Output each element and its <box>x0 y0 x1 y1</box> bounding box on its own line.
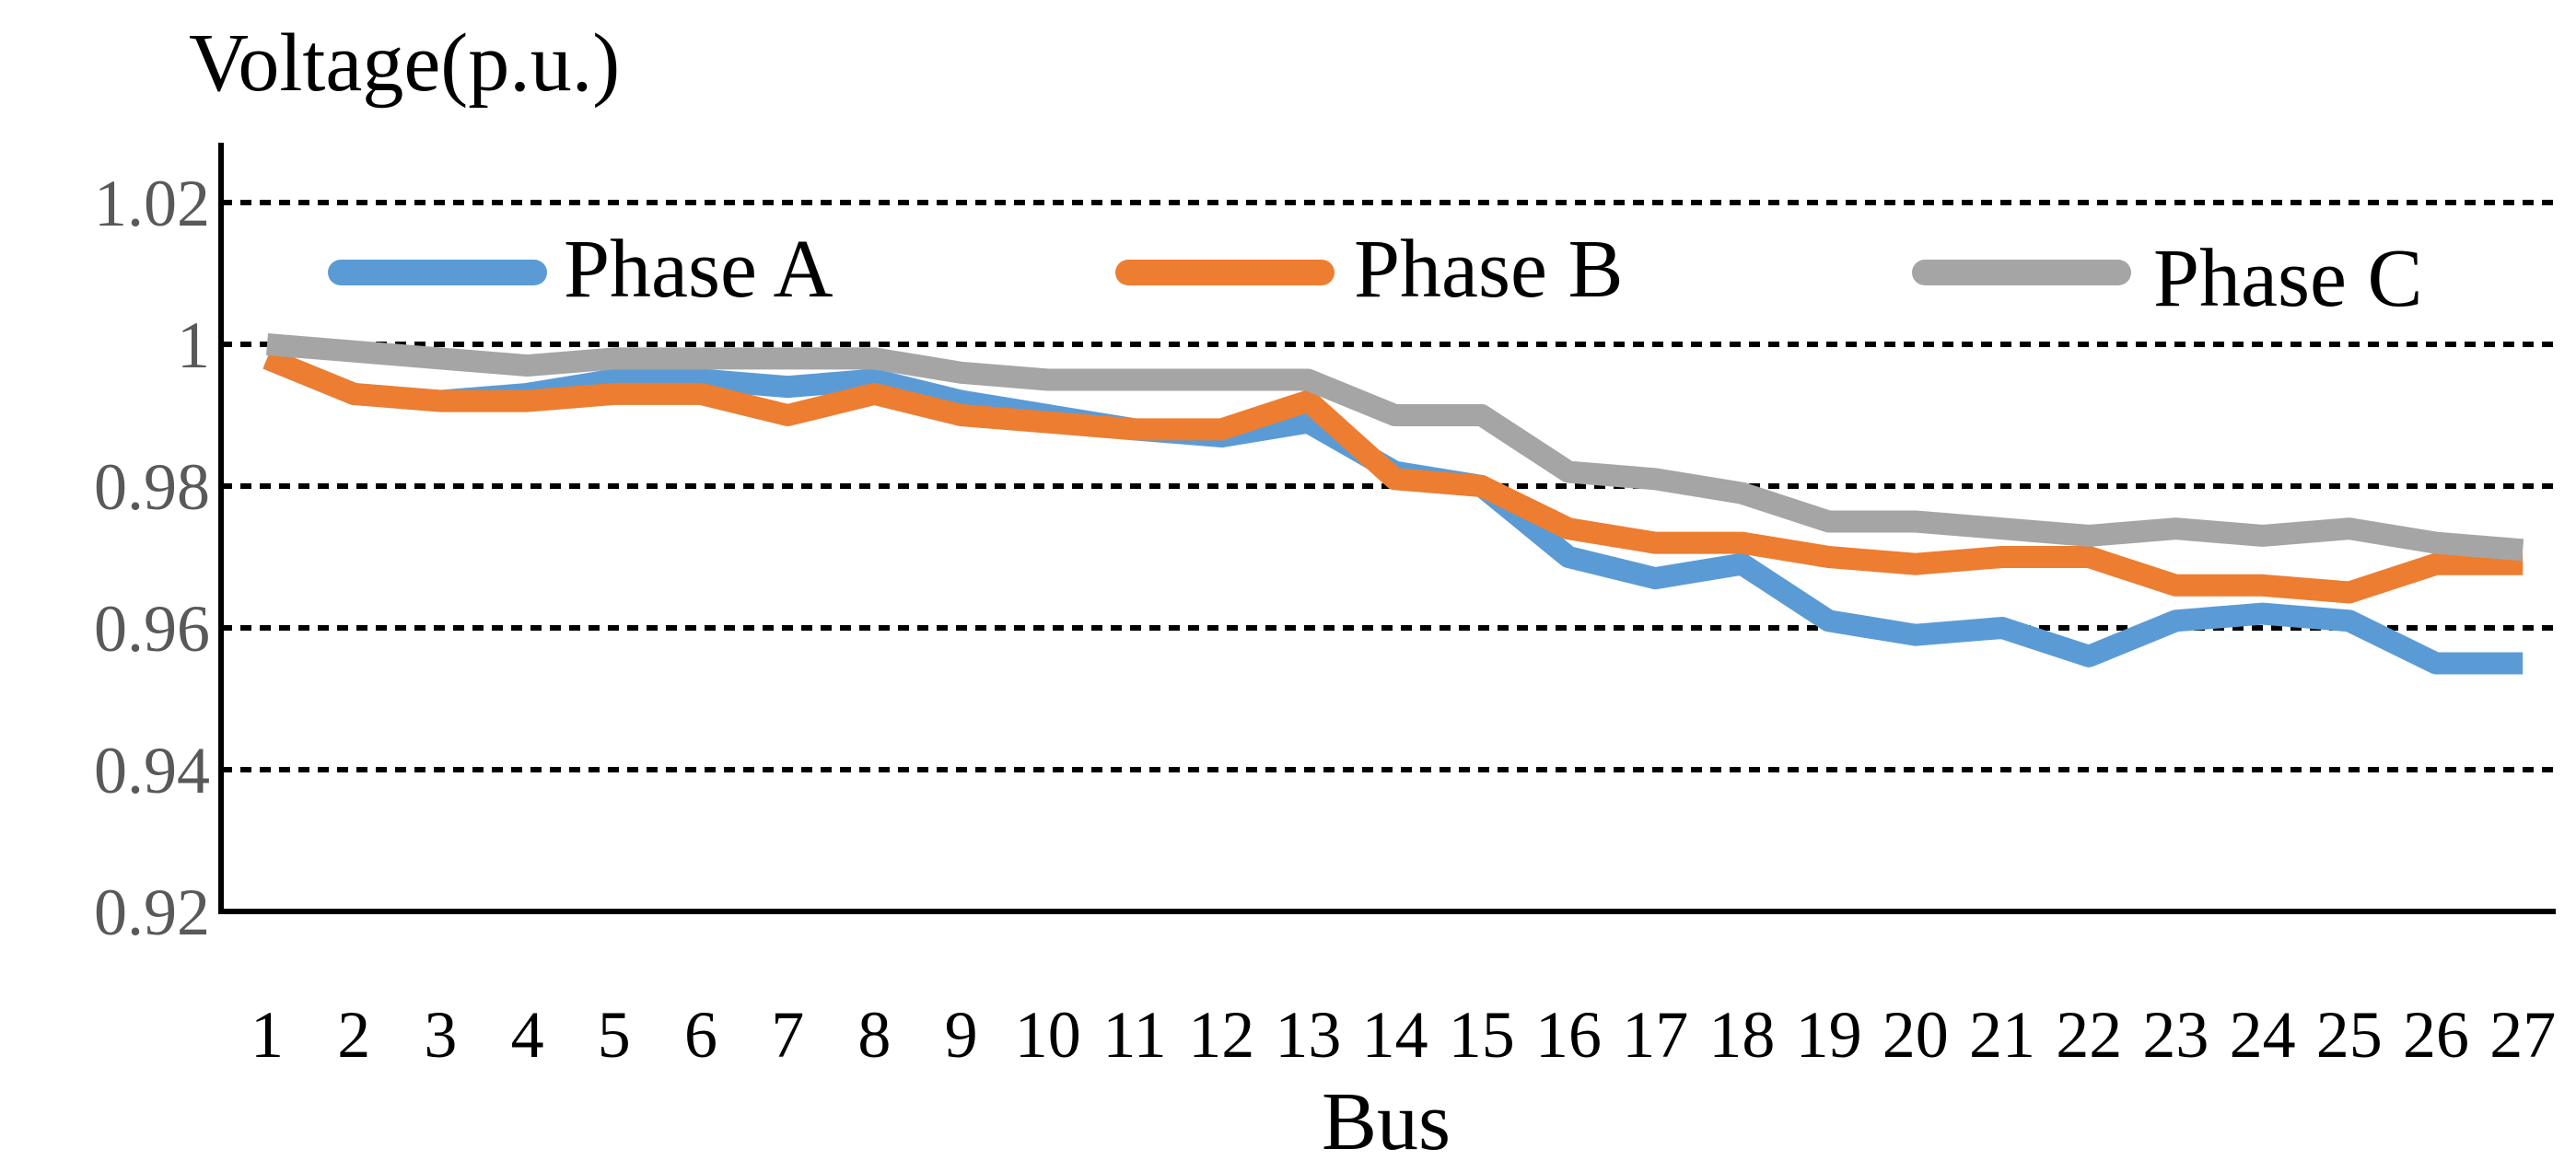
x-tick-label: 3 <box>424 998 457 1072</box>
legend: Phase A Phase B Phase C <box>328 224 2423 324</box>
x-tick-label: 17 <box>1622 998 1688 1072</box>
x-tick-label: 10 <box>1015 998 1081 1072</box>
axes <box>218 143 2556 914</box>
x-tick-label: 11 <box>1102 998 1166 1072</box>
x-tick-label: 19 <box>1796 998 1862 1072</box>
x-tick-label: 23 <box>2142 998 2209 1072</box>
y-tick-label: 0.98 <box>94 450 210 524</box>
x-tick-labels: 1 2 3 4 5 6 7 8 9 10 11 12 13 14 15 16 17 18 19 20 21 22 23 24 2… <box>251 998 2556 1072</box>
legend-label-phase-b: Phase B <box>1354 224 1624 315</box>
x-tick-label: 14 <box>1362 998 1428 1072</box>
y-tick-label: 1 <box>177 308 210 382</box>
x-tick-label: 25 <box>2316 998 2383 1072</box>
x-tick-label: 15 <box>1449 998 1515 1072</box>
x-tick-label: 22 <box>2056 998 2122 1072</box>
legend-label-phase-c: Phase C <box>2153 233 2423 324</box>
x-tick-label: 9 <box>945 998 978 1072</box>
series-lines <box>262 333 2524 675</box>
y-tick-label: 0.94 <box>94 734 210 807</box>
x-tick-label: 7 <box>771 998 804 1072</box>
x-tick-label: 8 <box>857 998 891 1072</box>
x-tick-label: 6 <box>684 998 717 1072</box>
x-tick-label: 21 <box>1969 998 2035 1072</box>
x-tick-label: 27 <box>2489 998 2556 1072</box>
x-tick-label: 16 <box>1535 998 1602 1072</box>
y-tick-label: 0.96 <box>94 592 210 666</box>
x-tick-label: 4 <box>511 998 544 1072</box>
x-tick-label: 24 <box>2230 998 2296 1072</box>
x-tick-label: 1 <box>251 998 284 1072</box>
x-tick-label: 2 <box>337 998 370 1072</box>
x-tick-label: 26 <box>2403 998 2469 1072</box>
y-tick-label: 1.02 <box>94 167 210 240</box>
y-tick-label: 0.92 <box>94 876 210 949</box>
legend-label-phase-a: Phase A <box>564 224 833 315</box>
x-tick-label: 12 <box>1188 998 1254 1072</box>
series-line-phase-c <box>266 333 2524 562</box>
x-tick-label: 20 <box>1882 998 1949 1072</box>
x-axis-title: Bus <box>1322 1076 1451 1167</box>
x-tick-label: 13 <box>1275 998 1341 1072</box>
x-tick-label: 18 <box>1708 998 1775 1072</box>
x-tick-label: 5 <box>598 998 631 1072</box>
series-line-phase-b <box>262 348 2524 604</box>
y-tick-labels: 0.92 0.94 0.96 0.98 1 1.02 <box>94 167 210 949</box>
y-axis-title: Voltage(p.u.) <box>189 17 620 109</box>
